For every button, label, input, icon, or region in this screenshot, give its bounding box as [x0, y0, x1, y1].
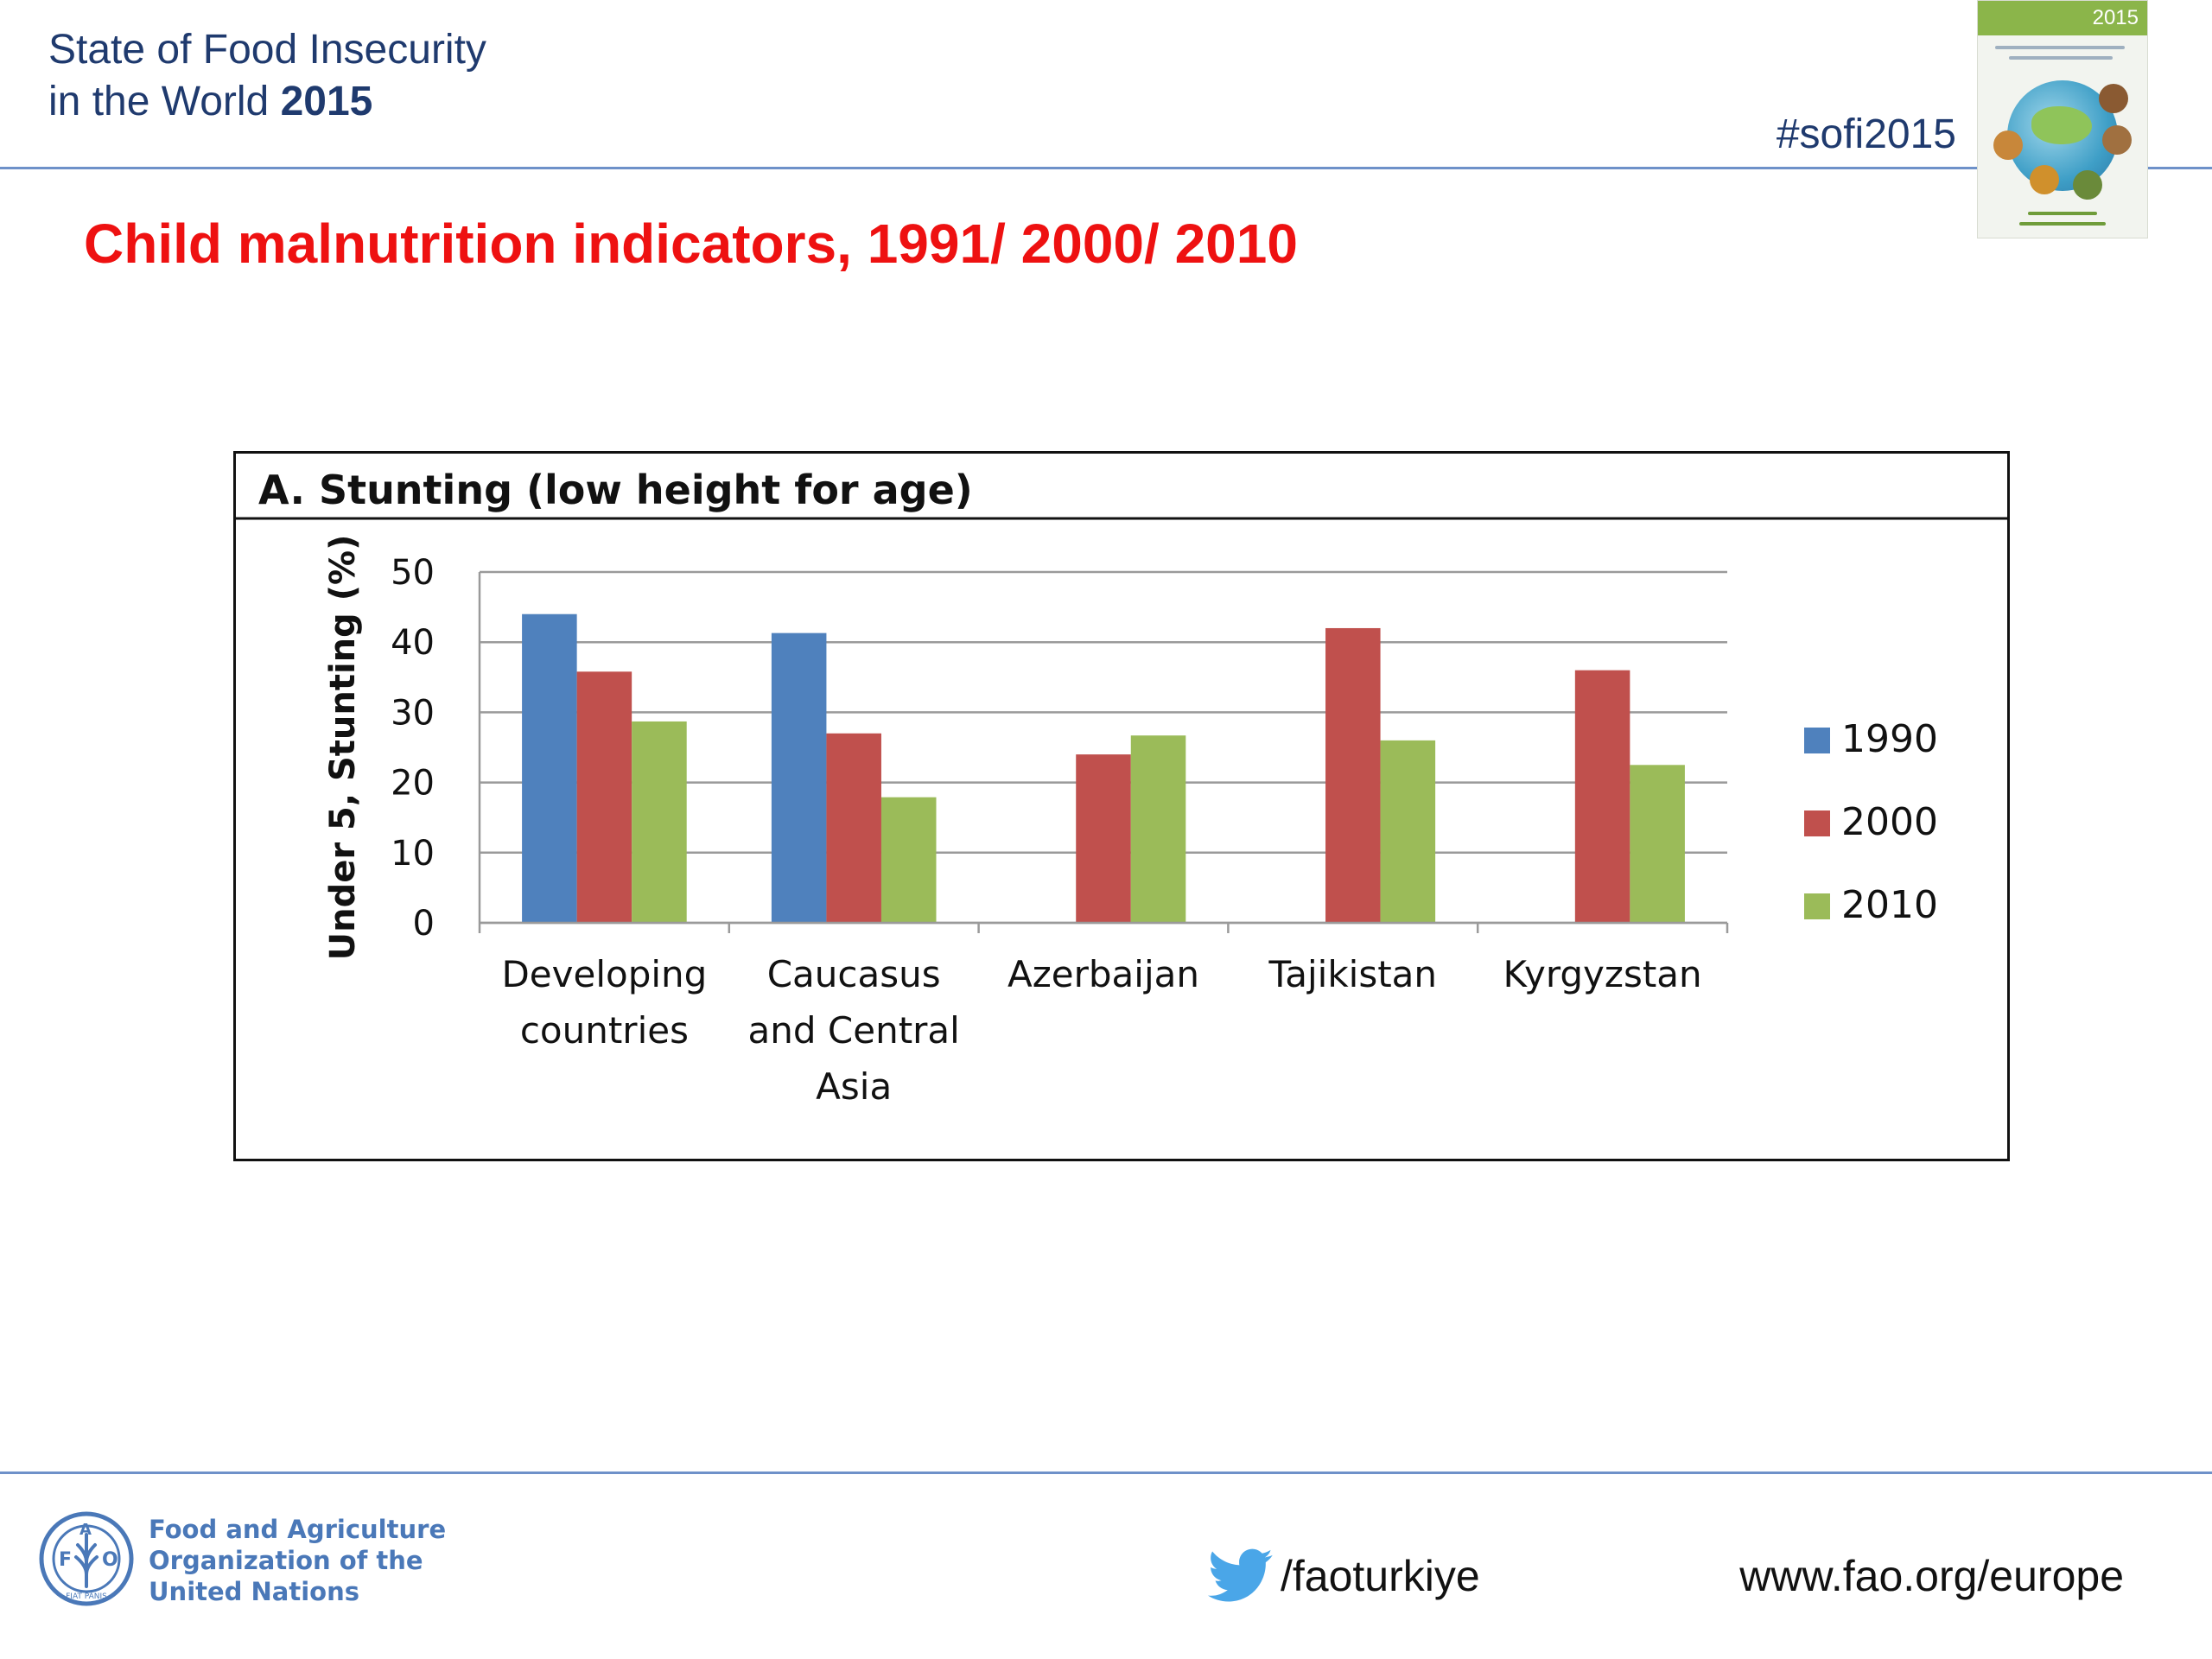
fao-logo-icon: F A O FIAT PANIS — [39, 1511, 134, 1606]
cover-text-line — [2019, 222, 2106, 226]
x-category-label: countries — [520, 1009, 689, 1052]
cover-text-line — [1995, 46, 2125, 49]
fao-org-name: Food and Agriculture Organization of the… — [149, 1514, 446, 1607]
x-category-label: Asia — [816, 1065, 892, 1108]
cover-text-line — [2028, 212, 2097, 215]
bar-2000-3 — [1325, 627, 1381, 923]
x-category-label: Developing — [501, 953, 707, 995]
bar-1990-1 — [771, 632, 827, 923]
bar-1990-0 — [522, 613, 577, 923]
hashtag: #sofi2015 — [1776, 111, 1956, 157]
bar-2010-4 — [1630, 765, 1685, 923]
cover-text-line — [2009, 56, 2113, 60]
cover-photo-icon — [2099, 84, 2128, 113]
legend-label-1990: 1990 — [1841, 717, 1938, 761]
legend-swatch-1990 — [1804, 728, 1830, 753]
header-title-line1: State of Food Insecurity — [48, 27, 486, 73]
fao-org-line2: Organization of the — [149, 1546, 423, 1575]
legend-label-2010: 2010 — [1841, 883, 1938, 927]
y-tick-label: 10 — [391, 834, 435, 874]
twitter-bird-icon[interactable] — [1208, 1548, 1274, 1604]
bar-2010-0 — [632, 721, 687, 923]
y-tick-label: 0 — [413, 904, 435, 944]
cover-photo-icon — [1993, 130, 2023, 160]
bar-2010-3 — [1380, 740, 1436, 923]
slide-title: Child malnutrition indicators, 1991/ 200… — [84, 213, 1298, 275]
logo-motto: FIAT PANIS — [66, 1592, 107, 1601]
bar-2000-1 — [826, 733, 881, 923]
y-tick-label: 20 — [391, 764, 435, 804]
bar-2000-4 — [1574, 670, 1630, 923]
chart-frame: A. Stunting (low height for age) 0 10 20 30 4… — [233, 451, 2010, 1161]
x-category-label: Azerbaijan — [1007, 953, 1199, 995]
header-title-line2: in the World 2015 — [48, 76, 486, 128]
header-title-prefix: in the World — [48, 79, 281, 124]
logo-letter-a: A — [79, 1521, 92, 1539]
cover-photo-icon — [2073, 170, 2102, 200]
website-link[interactable]: www.fao.org/europe — [1739, 1552, 2124, 1600]
report-cover-thumbnail: 2015 — [1977, 0, 2148, 238]
x-category-label: Tajikistan — [1268, 953, 1437, 995]
legend-swatch-2000 — [1804, 810, 1830, 836]
header-title: State of Food Insecurity in the World 20… — [48, 24, 486, 128]
bar-2010-2 — [1130, 735, 1186, 923]
fao-org-line3: United Nations — [149, 1577, 359, 1606]
cover-year-band: 2015 — [1978, 1, 2147, 35]
legend-swatch-2010 — [1804, 893, 1830, 919]
x-category-label: and Central — [748, 1009, 960, 1052]
cover-land-icon — [2031, 106, 2092, 144]
footer-divider — [0, 1471, 2212, 1474]
y-tick-label: 50 — [391, 553, 435, 593]
x-category-label: Kyrgyzstan — [1503, 953, 1702, 995]
logo-letter-o: O — [102, 1549, 118, 1571]
chart-title: A. Stunting (low height for age) — [258, 467, 973, 513]
y-tick-label: 30 — [391, 693, 435, 733]
fao-org-line1: Food and Agriculture — [149, 1515, 447, 1544]
bar-2000-0 — [576, 671, 632, 923]
twitter-handle-link[interactable]: /faoturkiye — [1281, 1552, 1480, 1600]
y-tick-label: 40 — [391, 623, 435, 663]
stunting-bar-chart: A. Stunting (low height for age) 0 10 20 30 4… — [236, 467, 2007, 1108]
header-divider — [0, 167, 2212, 169]
legend-label-2000: 2000 — [1841, 800, 1938, 844]
bar-2010-1 — [880, 797, 937, 923]
cover-photo-icon — [2030, 165, 2059, 194]
header-title-year: 2015 — [280, 79, 373, 124]
y-axis-label: Under 5, Stunting (%) — [323, 535, 363, 961]
cover-photo-icon — [2102, 125, 2132, 155]
logo-letter-f: F — [59, 1549, 72, 1571]
x-category-label: Caucasus — [767, 953, 941, 995]
bar-2000-2 — [1076, 754, 1131, 923]
